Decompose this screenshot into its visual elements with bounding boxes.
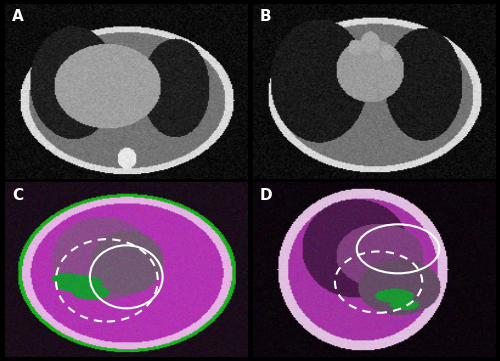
Text: D: D xyxy=(260,188,272,203)
Text: B: B xyxy=(260,9,272,24)
Text: A: A xyxy=(12,9,24,24)
Text: C: C xyxy=(12,188,24,203)
